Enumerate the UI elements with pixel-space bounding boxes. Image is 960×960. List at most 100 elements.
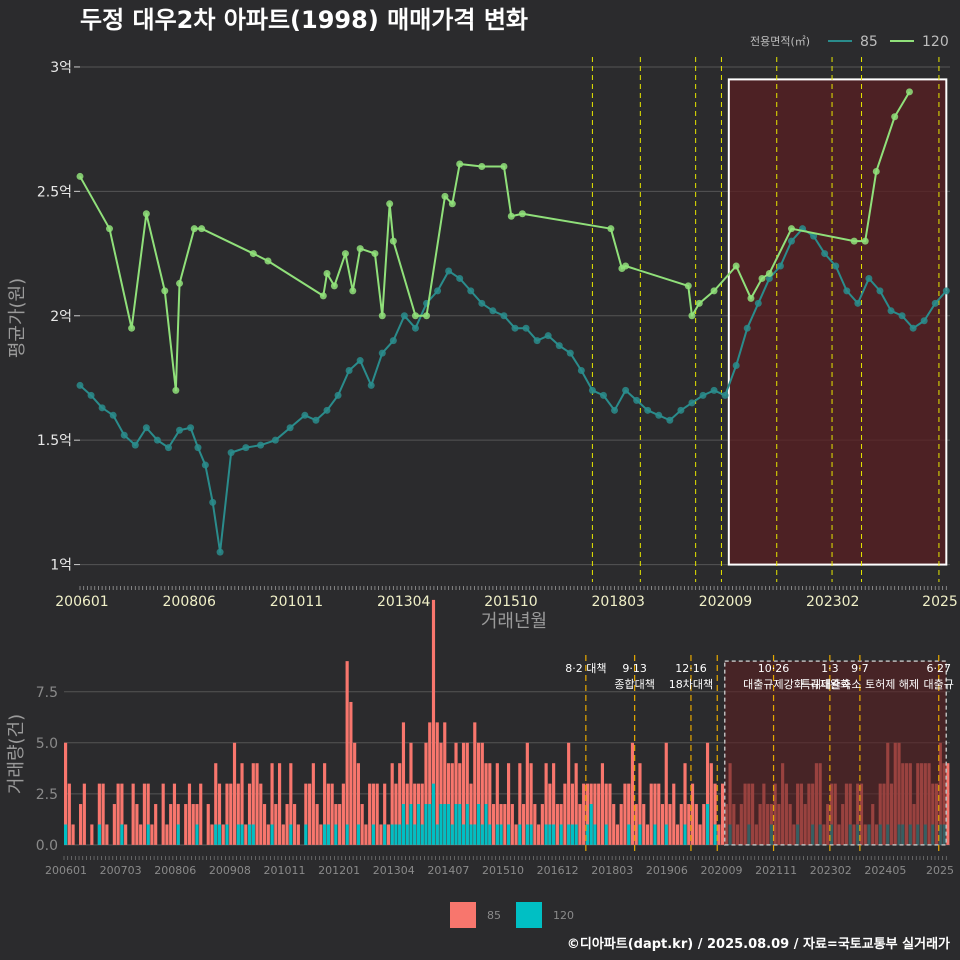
price-point-120 — [688, 312, 696, 320]
volume-bar-85 — [657, 783, 661, 845]
volume-annotation-text: 9·13 — [622, 662, 647, 675]
volume-bar-120 — [469, 824, 473, 845]
volume-bar-85 — [420, 783, 424, 845]
volume-bar-85 — [638, 763, 642, 845]
volume-annotation-text: 9·7 — [851, 662, 869, 675]
volume-bar-85 — [431, 599, 436, 845]
volume-bar-85 — [225, 783, 229, 845]
volume-x-tick-label: 201510 — [482, 864, 524, 877]
volume-bar-85 — [255, 763, 259, 845]
price-point-120 — [389, 237, 397, 245]
volume-bar-85 — [413, 783, 417, 845]
volume-bar-120 — [405, 824, 409, 845]
volume-bar-120 — [398, 824, 402, 845]
volume-bar-85 — [540, 804, 544, 845]
price-point-120 — [478, 162, 486, 170]
price-y-tick-label: 2억 — [50, 309, 72, 325]
volume-bar-120 — [195, 824, 199, 845]
volume-bar-85 — [709, 763, 713, 845]
volume-bar-85 — [323, 763, 327, 845]
volume-bar-85 — [446, 763, 451, 845]
volume-bar-85 — [480, 742, 484, 845]
volume-bar-85 — [563, 783, 567, 845]
price-point-85 — [187, 424, 195, 432]
price-point-85 — [622, 386, 630, 394]
volume-bar-85 — [67, 783, 71, 845]
volume-bar-120 — [251, 824, 255, 845]
price-point-85 — [876, 287, 884, 295]
volume-y-tick-label: 7.5 — [36, 685, 58, 701]
volume-x-tick-label: 200601 — [45, 864, 87, 877]
volume-bar-120 — [345, 824, 349, 845]
price-point-120 — [349, 287, 357, 295]
price-point-85 — [511, 324, 519, 332]
volume-bar-85 — [116, 783, 120, 845]
volume-bar-120 — [409, 804, 413, 845]
volume-bar-85 — [574, 763, 578, 845]
price-point-85 — [699, 391, 707, 399]
volume-legend-120-swatch — [516, 902, 542, 928]
volume-bar-120 — [214, 824, 218, 845]
price-point-120 — [500, 162, 508, 170]
volume-bar-85 — [349, 701, 353, 845]
volume-bar-85 — [105, 824, 109, 845]
price-point-85 — [821, 250, 829, 258]
volume-bar-85 — [240, 763, 244, 845]
price-point-85 — [710, 386, 718, 394]
volume-bar-85 — [409, 742, 413, 845]
price-point-120 — [176, 279, 184, 287]
price-point-120 — [323, 269, 331, 277]
price-policy-lines — [591, 57, 940, 582]
volume-bar-85 — [600, 763, 605, 845]
volume-bar-85 — [161, 783, 165, 845]
price-point-85 — [611, 406, 619, 414]
volume-bar-85 — [705, 742, 710, 845]
price-point-85 — [345, 367, 353, 375]
volume-policy-annotations: 8·2 대책 9·13 종합대책 12·16 18차대책 10·26 대출규제강화 1·3 규제… — [565, 662, 954, 691]
price-point-85 — [754, 299, 762, 307]
volume-bar-120 — [413, 824, 417, 845]
volume-bar-120 — [627, 824, 631, 845]
volume-bar-85 — [593, 783, 597, 845]
volume-bar-85 — [582, 783, 586, 845]
price-point-120 — [710, 287, 718, 295]
volume-bar-85 — [443, 722, 447, 845]
volume-bar-120 — [574, 824, 578, 845]
price-point-85 — [411, 324, 419, 332]
volume-bar-85 — [120, 783, 124, 845]
volume-bar-85 — [675, 824, 680, 845]
volume-bar-85 — [82, 783, 86, 845]
price-point-120 — [441, 192, 449, 200]
price-point-85 — [555, 342, 563, 350]
volume-highlight-box — [723, 660, 947, 846]
price-x-tick-label: 200806 — [163, 594, 217, 610]
volume-bar-120 — [394, 824, 398, 845]
volume-bar-85 — [698, 824, 702, 845]
price-point-120 — [341, 250, 349, 258]
volume-bar-85 — [702, 804, 706, 845]
price-highlight-box — [727, 78, 948, 566]
volume-bar-85 — [649, 783, 653, 845]
volume-bar-85 — [672, 783, 676, 845]
volume-x-tick-label: 201906 — [646, 864, 688, 877]
price-point-85 — [500, 312, 508, 320]
price-y-tick-label: 2.5억 — [37, 184, 72, 200]
price-point-120 — [787, 225, 795, 233]
volume-bar-85 — [503, 804, 507, 845]
price-point-85 — [153, 436, 161, 444]
volume-policy-lines — [585, 655, 940, 855]
volume-bar-120 — [484, 804, 488, 845]
volume-bar-85 — [537, 824, 541, 845]
price-point-85 — [832, 262, 840, 270]
price-point-120 — [142, 210, 150, 218]
volume-bar-120 — [638, 824, 642, 845]
price-highlight-region — [727, 78, 948, 566]
volume-bar-85 — [379, 824, 383, 845]
volume-bar-85 — [439, 742, 443, 845]
volume-bar-120 — [499, 824, 503, 845]
price-legend-120-label: 120 — [922, 34, 949, 50]
volume-bar-120 — [507, 824, 511, 845]
volume-annotation-text: 10·26 — [758, 662, 790, 675]
price-x-tick-label: 201011 — [270, 594, 323, 610]
price-point-85 — [98, 404, 106, 412]
